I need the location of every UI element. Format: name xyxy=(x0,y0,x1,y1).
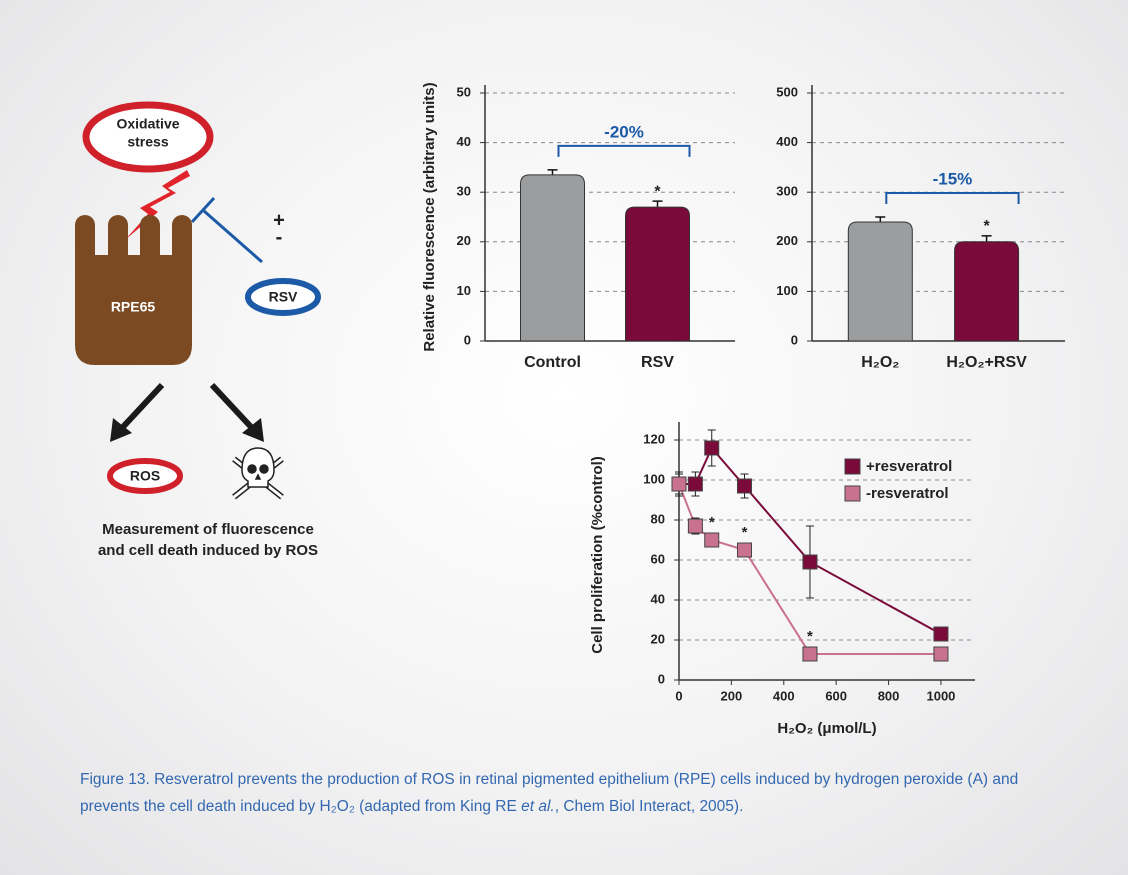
y-tick-label: 40 xyxy=(651,591,665,606)
ros-label: ROS xyxy=(130,468,160,484)
annotation: -15% xyxy=(933,169,973,188)
measurement-label: and cell death induced by ROS xyxy=(98,542,318,559)
x-tick-label: 400 xyxy=(773,688,795,703)
stress-label: stress xyxy=(127,134,168,150)
x-tick-label: H₂O₂+RSV xyxy=(946,354,1027,371)
rsv-label: RSV xyxy=(269,289,298,305)
y-tick-label: 200 xyxy=(776,233,798,248)
y-tick-label: 80 xyxy=(651,511,665,526)
significance: * xyxy=(807,628,813,645)
caption: Figure 13. Resveratrol prevents the prod… xyxy=(80,766,1080,820)
y-tick-label: 100 xyxy=(643,471,665,486)
y-axis-label: Cell proliferation (%control) xyxy=(589,456,606,654)
significance: * xyxy=(654,183,661,200)
caption-italic: et al. xyxy=(521,798,555,815)
x-tick-label: 0 xyxy=(675,688,682,703)
significance: * xyxy=(983,218,990,235)
figure: Oxidative stress + - RSV RPE65 ROS Measu… xyxy=(0,0,1128,760)
inhibition-line xyxy=(204,211,262,262)
x-axis-label: H₂O₂ (μmol/L) xyxy=(777,720,876,737)
cell-label: RPE65 xyxy=(111,299,156,315)
y-tick-label: 40 xyxy=(457,134,471,149)
skull xyxy=(234,448,282,497)
marker xyxy=(688,477,702,491)
marker xyxy=(705,441,719,455)
legend-label: -resveratrol xyxy=(866,485,949,502)
legend-swatch xyxy=(845,486,860,501)
x-tick-label: 600 xyxy=(825,688,847,703)
y-tick-label: 500 xyxy=(776,84,798,99)
significance: * xyxy=(709,514,715,531)
marker xyxy=(737,543,751,557)
x-tick-label: Control xyxy=(524,354,581,371)
x-tick-label: 800 xyxy=(878,688,900,703)
bracket xyxy=(559,146,690,157)
marker xyxy=(934,627,948,641)
y-tick-label: 120 xyxy=(643,431,665,446)
y-tick-label: 30 xyxy=(457,184,471,199)
bar xyxy=(848,222,912,341)
x-tick-label: 200 xyxy=(721,688,743,703)
minus: - xyxy=(276,226,283,248)
bar xyxy=(626,207,690,341)
marker xyxy=(705,533,719,547)
marker xyxy=(803,555,817,569)
y-tick-label: 20 xyxy=(651,631,665,646)
x-tick-label: RSV xyxy=(641,354,674,371)
y-tick-label: 10 xyxy=(457,283,471,298)
y-tick-label: 0 xyxy=(791,332,798,347)
measurement-label: Measurement of fluorescence xyxy=(102,521,314,538)
arrows xyxy=(110,385,264,442)
y-axis-label: Relative fluorescence (arbitrary units) xyxy=(421,82,438,351)
legend-swatch xyxy=(845,459,860,474)
marker xyxy=(672,477,686,491)
y-tick-label: 0 xyxy=(658,671,665,686)
legend-label: +resveratrol xyxy=(866,458,952,475)
significance: * xyxy=(742,524,748,541)
y-tick-label: 60 xyxy=(651,551,665,566)
annotation: -20% xyxy=(604,122,644,141)
bar xyxy=(955,242,1019,341)
marker xyxy=(803,647,817,661)
caption-text: , Chem Biol Interact, 2005). xyxy=(555,798,744,815)
page: Oxidative stress + - RSV RPE65 ROS Measu… xyxy=(0,0,1128,875)
x-tick-label: H₂O₂ xyxy=(861,354,899,371)
bar xyxy=(521,175,585,341)
y-tick-label: 400 xyxy=(776,134,798,149)
y-tick-label: 0 xyxy=(464,332,471,347)
y-tick-label: 100 xyxy=(776,283,798,298)
stress-label: Oxidative xyxy=(116,116,179,132)
y-tick-label: 300 xyxy=(776,184,798,199)
marker xyxy=(688,519,702,533)
marker xyxy=(934,647,948,661)
bracket xyxy=(886,193,1018,204)
y-tick-label: 20 xyxy=(457,233,471,248)
y-tick-label: 50 xyxy=(457,84,471,99)
x-tick-label: 1000 xyxy=(926,688,955,703)
rpe-cell xyxy=(75,215,192,365)
marker xyxy=(737,479,751,493)
